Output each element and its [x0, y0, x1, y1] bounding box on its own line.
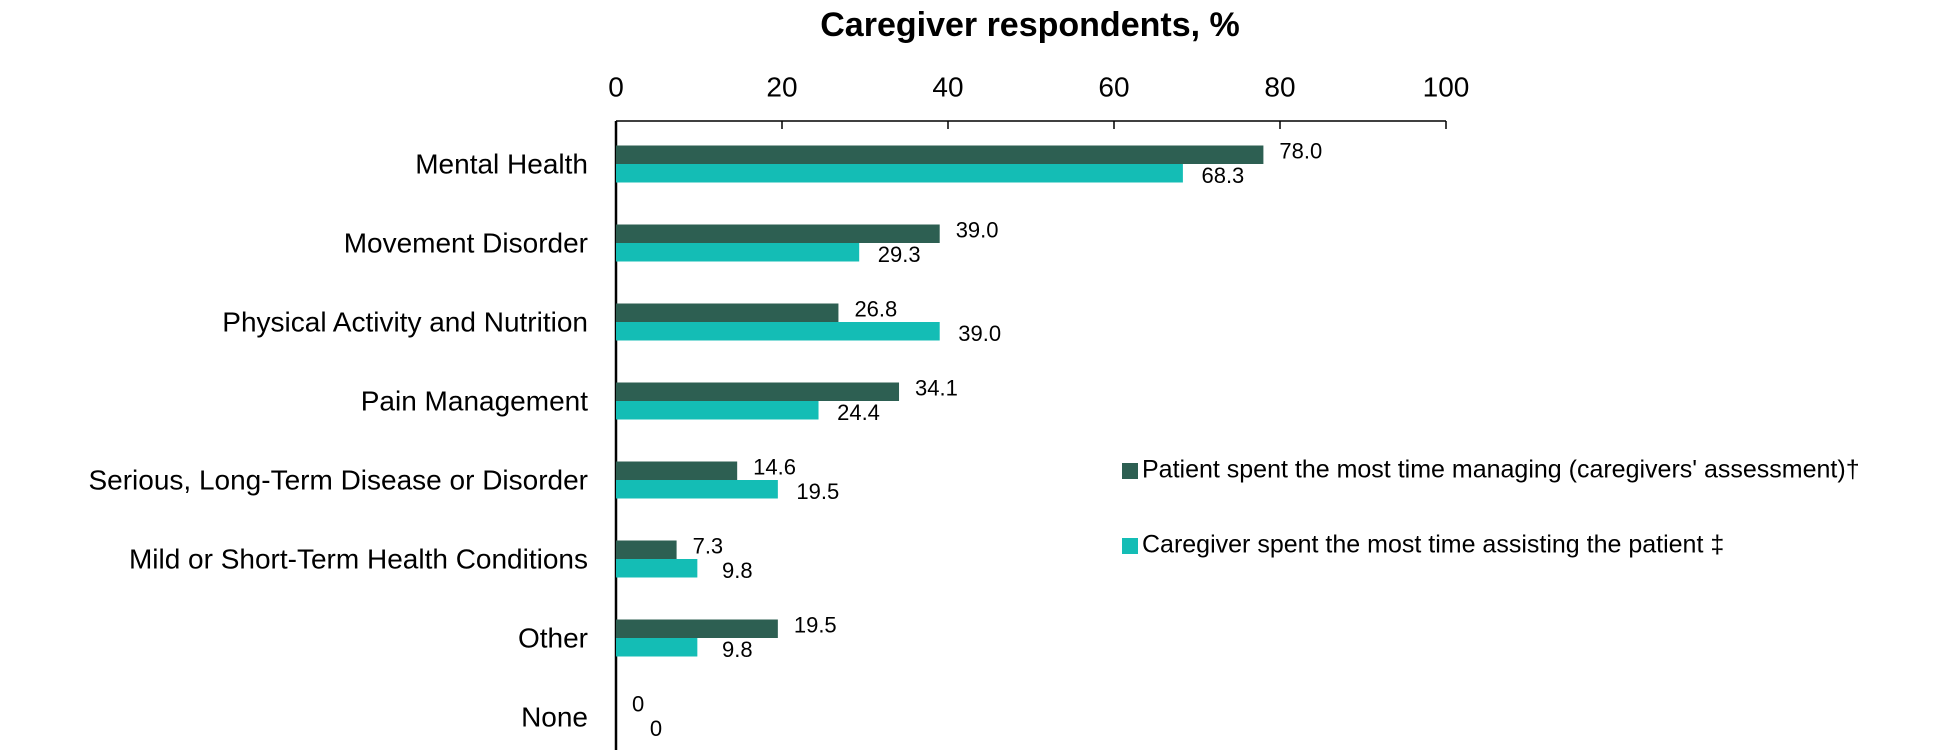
value-label: 7.3 [693, 534, 724, 559]
x-tick-label: 100 [1423, 71, 1470, 102]
x-tick-label: 0 [608, 71, 624, 102]
value-label: 78.0 [1279, 139, 1322, 164]
value-label: 39.0 [958, 321, 1001, 346]
bar [616, 638, 698, 657]
value-label: 19.5 [794, 613, 837, 638]
chart-title: Caregiver respondents, % [820, 6, 1239, 44]
bar [616, 145, 1264, 164]
bar [616, 243, 860, 262]
x-tick-label: 20 [766, 71, 797, 102]
value-label: 26.8 [854, 297, 897, 322]
bar [616, 382, 900, 401]
value-label: 9.8 [722, 558, 753, 583]
bar [616, 559, 698, 578]
value-label: 0 [650, 716, 662, 741]
bar [616, 619, 778, 638]
y-tick-label: Serious, Long-Term Disease or Disorder [88, 464, 588, 495]
x-tick-label: 40 [932, 71, 963, 102]
value-label: 68.3 [1201, 163, 1244, 188]
bar [616, 164, 1183, 183]
y-tick-label: Pain Management [361, 385, 588, 416]
value-label: 9.8 [722, 637, 753, 662]
y-tick-label: Other [518, 622, 588, 653]
legend-swatch [1122, 538, 1138, 554]
bar [616, 401, 819, 420]
value-label: 34.1 [915, 376, 958, 401]
bar [616, 540, 677, 559]
legend-label: Caregiver spent the most time assisting … [1142, 531, 1724, 559]
y-tick-label: Mental Health [415, 148, 588, 179]
bar [616, 480, 778, 499]
y-tick-label: None [521, 701, 588, 732]
value-label: 39.0 [956, 218, 999, 243]
value-label: 14.6 [753, 455, 796, 480]
value-label: 29.3 [878, 242, 921, 267]
bar [616, 461, 738, 480]
bar [616, 224, 940, 243]
value-label: 24.4 [837, 400, 880, 425]
bar [616, 322, 940, 341]
legend-swatch [1122, 463, 1138, 479]
y-tick-label: Physical Activity and Nutrition [222, 306, 588, 337]
value-label: 19.5 [796, 479, 839, 504]
y-tick-label: Movement Disorder [344, 227, 588, 258]
value-label: 0 [632, 692, 644, 717]
x-tick-label: 80 [1264, 71, 1295, 102]
legend-label: Patient spent the most time managing (ca… [1142, 456, 1860, 484]
x-tick-label: 60 [1098, 71, 1129, 102]
y-tick-label: Mild or Short-Term Health Conditions [129, 543, 588, 574]
bar [616, 303, 839, 322]
